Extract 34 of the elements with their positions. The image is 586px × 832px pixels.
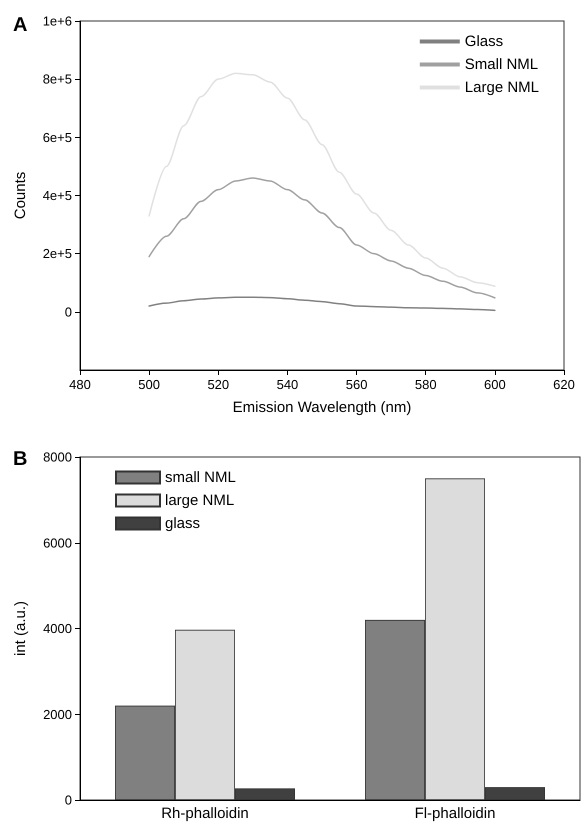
y-tick-label: 8e+5 xyxy=(42,72,72,87)
y-axis-title: Counts xyxy=(12,172,29,220)
x-tick-label: 600 xyxy=(484,377,506,392)
y-tick-label: 0 xyxy=(64,304,72,320)
line-series xyxy=(148,296,496,312)
chart-title: A xyxy=(13,14,28,36)
chart-title: B xyxy=(13,448,28,470)
legend-label: large NML xyxy=(165,492,234,509)
y-tick-label: 2e+5 xyxy=(42,246,72,262)
x-tick-label: 560 xyxy=(346,377,368,392)
legend-label: small NML xyxy=(165,469,236,486)
x-tick-label: 580 xyxy=(414,377,437,392)
x-tick-label: Fl-phalloidin xyxy=(414,805,496,822)
legend-label: glass xyxy=(165,515,200,532)
y-tick-label: 2000 xyxy=(43,706,72,722)
y-tick-label: 0 xyxy=(64,792,72,808)
legend-label: Large NML xyxy=(464,79,539,96)
x-tick-label: 480 xyxy=(69,377,91,392)
x-tick-label: 540 xyxy=(276,377,298,392)
y-tick-label: 4e+5 xyxy=(42,188,72,203)
y-tick-label: 6000 xyxy=(43,535,72,550)
x-tick-label: 620 xyxy=(553,377,575,392)
x-tick-label: 500 xyxy=(138,377,160,392)
y-tick-label: 6e+5 xyxy=(42,130,72,145)
x-axis-title: Emission Wavelength (nm) xyxy=(232,399,412,416)
line-series xyxy=(148,177,496,299)
legend-label: Small NML xyxy=(464,56,538,73)
y-tick-label: 4000 xyxy=(43,621,72,636)
y-tick-label: 8000 xyxy=(43,450,72,464)
y-tick-label: 1e+6 xyxy=(42,14,72,28)
x-tick-label: Rh-phalloidin xyxy=(161,805,249,822)
x-tick-label: 520 xyxy=(207,377,230,392)
legend-label: Glass xyxy=(464,33,504,50)
y-axis-title: int (a.u.) xyxy=(12,600,29,656)
